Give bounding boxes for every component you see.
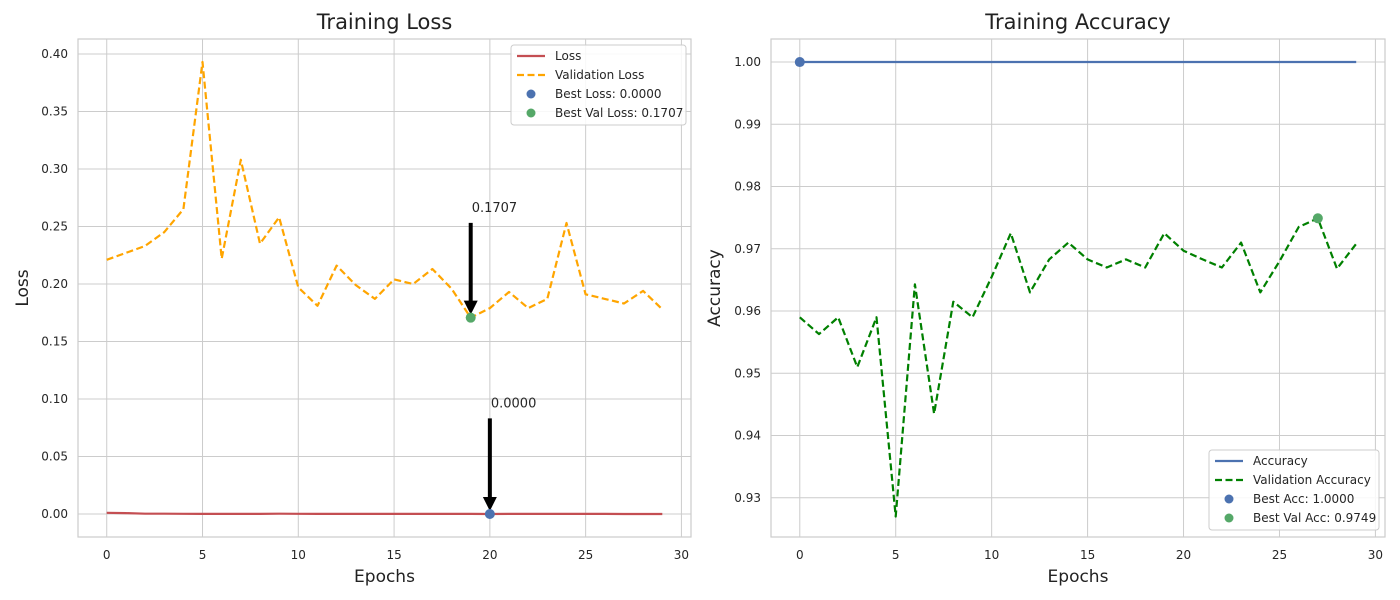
y-tick-label: 0.94 xyxy=(734,429,761,443)
y-tick-label: 0.97 xyxy=(734,242,761,256)
y-tick-label: 0.20 xyxy=(41,277,68,291)
accuracy-chart: 0 5 10 15 20 25 30 0.93 0.94 0.95 0.96 0.97 0.98 0.99… xyxy=(705,10,1386,587)
x-tick-label: 10 xyxy=(984,548,999,562)
x-tick-label: 20 xyxy=(1176,548,1191,562)
legend-label: Best Loss: 0.0000 xyxy=(555,87,662,101)
legend-box xyxy=(510,44,687,126)
y-tick-label: 0.98 xyxy=(734,180,761,194)
best-marker-2 xyxy=(1312,213,1323,224)
y-tick-label: 0.96 xyxy=(734,304,761,318)
x-tick-label: 15 xyxy=(386,548,401,562)
x-tick-label: 10 xyxy=(291,548,306,562)
legend-label: Validation Loss xyxy=(555,68,644,82)
chart-title: Training Accuracy xyxy=(984,10,1170,34)
y-tick-label: 0.30 xyxy=(41,162,68,176)
y-axis-label: Accuracy xyxy=(705,249,725,327)
x-tick-label: 0 xyxy=(103,548,111,562)
series-line-2 xyxy=(106,60,664,319)
y-axis-label: Loss xyxy=(13,269,33,306)
x-axis-label: Epochs xyxy=(354,567,415,587)
legend-swatch-dot xyxy=(1224,494,1234,504)
legend-label: Loss xyxy=(555,49,581,63)
legend-swatch-dot xyxy=(526,108,536,118)
y-tick-label: 0.35 xyxy=(41,104,68,118)
legend-label: Best Acc: 1.0000 xyxy=(1253,492,1354,506)
best-marker-1 xyxy=(484,508,495,519)
x-tick-label: 20 xyxy=(482,548,497,562)
y-tick-label: 0.00 xyxy=(41,507,68,521)
y-tick-label: 0.40 xyxy=(41,47,68,61)
legend-label: Validation Accuracy xyxy=(1253,473,1371,487)
series-line-1 xyxy=(106,511,663,516)
y-tick-label: 0.93 xyxy=(734,491,761,505)
best-marker-2 xyxy=(465,312,476,323)
annotation-text: 0.0000 xyxy=(491,396,537,411)
y-tick-label: 0.25 xyxy=(41,219,68,233)
legend-box xyxy=(1208,449,1380,531)
x-tick-label: 30 xyxy=(1368,548,1383,562)
x-tick-label: 5 xyxy=(199,548,207,562)
annotation-arrow-head xyxy=(463,300,478,315)
y-tick-label: 1.00 xyxy=(734,55,761,69)
y-tick-label: 0.95 xyxy=(734,366,761,380)
annotation-arrow-head xyxy=(482,496,497,511)
best-marker-1 xyxy=(794,57,805,68)
x-axis-label: Epochs xyxy=(1048,567,1109,587)
legend-label: Accuracy xyxy=(1253,454,1308,468)
x-tick-label: 5 xyxy=(892,548,900,562)
loss-chart: 0 5 10 15 20 25 30 0.00 0.05 0.10 0.15 0.20 0.25 0.30… xyxy=(13,10,692,587)
legend-label: Best Val Acc: 0.9749 xyxy=(1253,511,1376,525)
annotation-text: 0.1707 xyxy=(472,201,518,216)
legend-swatch-dot xyxy=(1224,513,1234,523)
x-tick-label: 30 xyxy=(674,548,689,562)
x-tick-label: 25 xyxy=(1272,548,1287,562)
legend-swatch-dot xyxy=(526,89,536,99)
x-tick-label: 15 xyxy=(1080,548,1095,562)
y-tick-label: 0.15 xyxy=(41,334,68,348)
x-tick-label: 25 xyxy=(578,548,593,562)
x-tick-label: 0 xyxy=(796,548,804,562)
y-tick-label: 0.99 xyxy=(734,117,761,131)
legend-label: Best Val Loss: 0.1707 xyxy=(555,106,683,120)
y-tick-label: 0.10 xyxy=(41,392,68,406)
chart-title: Training Loss xyxy=(316,10,453,34)
y-tick-label: 0.05 xyxy=(41,449,68,463)
